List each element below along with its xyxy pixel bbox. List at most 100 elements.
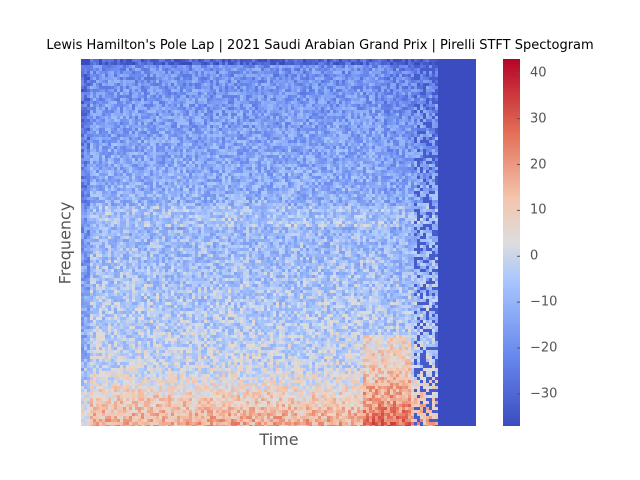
spectrogram-cell (354, 92, 357, 95)
spectrogram-cell (336, 104, 339, 107)
spectrogram-cell (318, 65, 321, 68)
spectrogram-cell (252, 101, 255, 104)
spectrogram-cell (360, 107, 363, 110)
spectrogram-cell (399, 116, 402, 119)
spectrogram-cell (399, 134, 402, 137)
spectrogram-cell (252, 122, 255, 125)
spectrogram-cell (249, 95, 252, 98)
spectrogram-cell (285, 182, 288, 185)
spectrogram-cell (345, 143, 348, 146)
spectrogram-cell (414, 134, 417, 137)
spectrogram-cell (210, 104, 213, 107)
spectrogram-cell (369, 89, 372, 92)
spectrogram-cell (384, 176, 387, 179)
spectrogram-cell (297, 110, 300, 113)
spectrogram-cell (150, 101, 153, 104)
spectrogram-cell (111, 68, 114, 71)
spectrogram-cell (135, 146, 138, 149)
spectrogram-cell (216, 173, 219, 176)
spectrogram-cell (159, 155, 162, 158)
spectrogram-cell (201, 173, 204, 176)
spectrogram-cell (414, 71, 417, 74)
spectrogram-cell (408, 62, 411, 65)
spectrogram-cell (126, 95, 129, 98)
spectrogram-cell (141, 65, 144, 68)
spectrogram-cell (111, 98, 114, 101)
spectrogram-cell (81, 110, 84, 113)
spectrogram-cell (243, 110, 246, 113)
spectrogram-cell (114, 143, 117, 146)
spectrogram-cell (117, 140, 120, 143)
spectrogram-cell (105, 116, 108, 119)
spectrogram-cell (132, 143, 135, 146)
spectrogram-cell (405, 65, 408, 68)
spectrogram-cell (150, 125, 153, 128)
spectrogram-cell (255, 62, 258, 65)
spectrogram-cell (348, 161, 351, 164)
spectrogram-cell (417, 77, 420, 80)
spectrogram-cell (201, 146, 204, 149)
spectrogram-cell (174, 62, 177, 65)
spectrogram-cell (144, 101, 147, 104)
spectrogram-cell (240, 89, 243, 92)
spectrogram-cell (225, 167, 228, 170)
spectrogram-cell (180, 122, 183, 125)
spectrogram-cell (114, 161, 117, 164)
spectrogram-cell (189, 119, 192, 122)
spectrogram-cell (132, 167, 135, 170)
spectrogram-cell (87, 74, 90, 77)
spectrogram-cell (201, 113, 204, 116)
spectrogram-cell (132, 77, 135, 80)
spectrogram-cell (291, 158, 294, 161)
spectrogram-cell (219, 89, 222, 92)
spectrogram-cell (399, 98, 402, 101)
spectrogram-cell (387, 83, 390, 86)
spectrogram-cell (186, 65, 189, 68)
spectrogram-cell (294, 59, 297, 62)
spectrogram-cell (414, 62, 417, 65)
spectrogram-cell (84, 68, 87, 71)
spectrogram-cell (300, 80, 303, 83)
spectrogram-cell (423, 98, 426, 101)
spectrogram-cell (378, 119, 381, 122)
spectrogram-cell (216, 161, 219, 164)
spectrogram-cell (174, 68, 177, 71)
spectrogram-cell (285, 101, 288, 104)
spectrogram-cell (357, 71, 360, 74)
spectrogram-cell (258, 164, 261, 167)
spectrogram-cell (330, 107, 333, 110)
spectrogram-cell (258, 146, 261, 149)
spectrogram-cell (207, 149, 210, 152)
spectrogram-cell (99, 158, 102, 161)
spectrogram-cell (183, 113, 186, 116)
spectrogram-cell (351, 164, 354, 167)
spectrogram-cell (195, 104, 198, 107)
spectrogram-cell (321, 167, 324, 170)
spectrogram-cell (120, 179, 123, 182)
spectrogram-cell (81, 98, 84, 101)
spectrogram-cell (405, 143, 408, 146)
spectrogram-cell (408, 71, 411, 74)
spectrogram-cell (402, 149, 405, 152)
spectrogram-cell (264, 158, 267, 161)
spectrogram-cell (339, 149, 342, 152)
spectrogram-cell (219, 161, 222, 164)
spectrogram-cell (123, 143, 126, 146)
spectrogram-cell (153, 92, 156, 95)
spectrogram-cell (135, 113, 138, 116)
spectrogram-cell (327, 158, 330, 161)
spectrogram-cell (102, 116, 105, 119)
spectrogram-cell (150, 155, 153, 158)
spectrogram-cell (177, 68, 180, 71)
spectrogram-cell (402, 128, 405, 131)
spectrogram-cell (156, 143, 159, 146)
spectrogram-cell (180, 149, 183, 152)
spectrogram-cell (357, 152, 360, 155)
spectrogram-cell (279, 149, 282, 152)
spectrogram-cell (183, 125, 186, 128)
spectrogram-cell (204, 176, 207, 179)
spectrogram-cell (159, 92, 162, 95)
spectrogram-cell (291, 128, 294, 131)
spectrogram-cell (225, 119, 228, 122)
spectrogram-cell (180, 74, 183, 77)
